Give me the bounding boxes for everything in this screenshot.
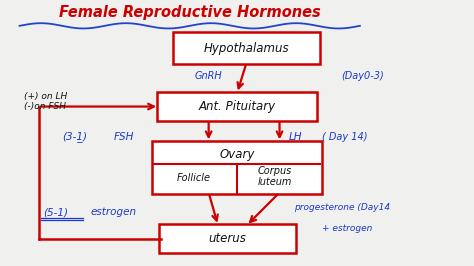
Text: Ovary: Ovary bbox=[219, 148, 255, 161]
Text: LH: LH bbox=[289, 132, 302, 142]
FancyBboxPatch shape bbox=[159, 224, 296, 253]
Text: Female Reproductive Hormones: Female Reproductive Hormones bbox=[59, 5, 320, 20]
Text: GnRH: GnRH bbox=[194, 71, 222, 81]
Text: Ant. Pituitary: Ant. Pituitary bbox=[199, 100, 275, 113]
FancyBboxPatch shape bbox=[152, 141, 322, 194]
Text: (Day0-3): (Day0-3) bbox=[341, 71, 384, 81]
Text: FSH: FSH bbox=[114, 132, 135, 142]
Text: Follicle: Follicle bbox=[177, 173, 211, 183]
Text: ( Day 14): ( Day 14) bbox=[322, 132, 367, 142]
FancyBboxPatch shape bbox=[173, 32, 319, 64]
Text: Corpus
luteum: Corpus luteum bbox=[258, 166, 292, 187]
Text: (5-1̲̲): (5-1̲̲) bbox=[43, 207, 68, 218]
Text: uterus: uterus bbox=[209, 232, 246, 245]
Text: estrogen: estrogen bbox=[91, 207, 137, 217]
FancyBboxPatch shape bbox=[156, 92, 318, 121]
Text: progesterone (Day14: progesterone (Day14 bbox=[294, 203, 390, 211]
Text: (3-1̲̲̲): (3-1̲̲̲) bbox=[62, 131, 87, 142]
Text: (+) on LH
(-)on FSH: (+) on LH (-)on FSH bbox=[24, 92, 68, 111]
Text: + estrogen: + estrogen bbox=[322, 224, 373, 233]
Text: Hypothalamus: Hypothalamus bbox=[204, 42, 289, 55]
